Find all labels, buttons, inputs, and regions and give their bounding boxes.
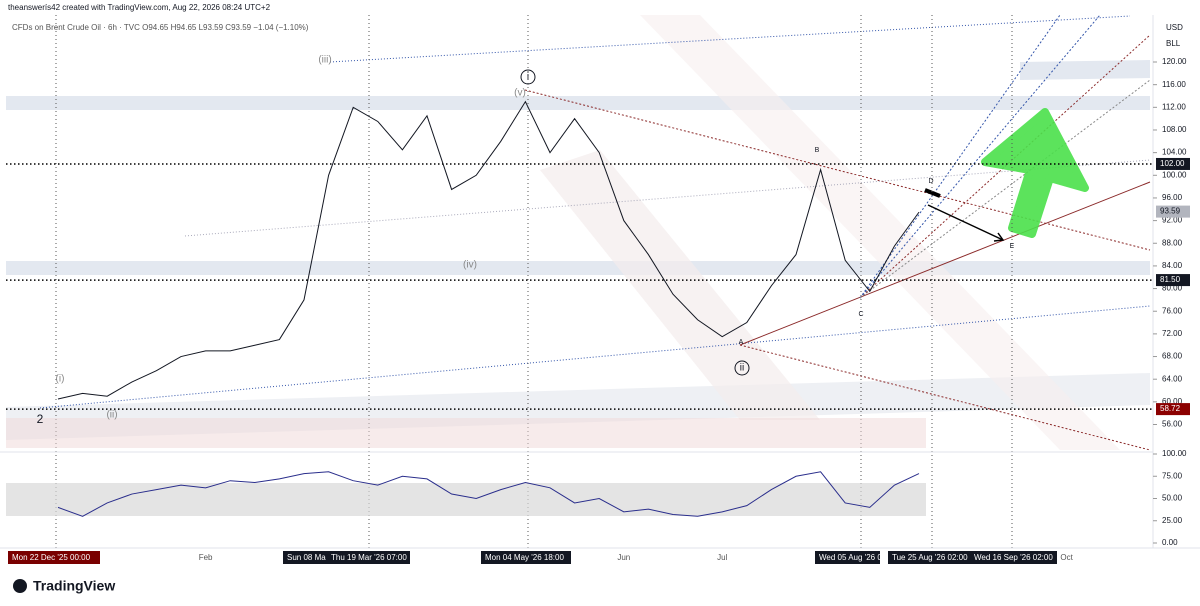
- y-tick-label: 120.00: [1162, 57, 1187, 66]
- price-marker: [1156, 205, 1190, 218]
- arrow-head: [993, 232, 1005, 242]
- brand: TradingView: [33, 578, 115, 594]
- fan: [859, 79, 1151, 299]
- y-tick-label: 88.00: [1162, 238, 1183, 247]
- y-tick-label: 80.00: [1162, 284, 1183, 293]
- currency: USD: [1166, 23, 1183, 32]
- y-tick-label: 75.00: [1162, 471, 1183, 480]
- wave-label: ii: [740, 363, 744, 374]
- time-label-box: [283, 551, 327, 564]
- y-tick-label: 92.00: [1162, 216, 1183, 225]
- y-tick-label: 112.00: [1162, 102, 1186, 111]
- trendline: [184, 159, 1151, 237]
- y-tick-label: 100.00: [1162, 449, 1187, 458]
- segment: [924, 188, 941, 198]
- time-label-box: [888, 551, 970, 564]
- arrow: [927, 204, 1004, 241]
- time-label: Wed 16 Sep '26 02:00: [974, 553, 1053, 562]
- price-marker: [1156, 403, 1190, 416]
- y-tick-label: 68.00: [1162, 352, 1183, 361]
- unit: BLL: [1166, 39, 1181, 48]
- y-tick-label: 96.00: [1162, 193, 1183, 202]
- x-tick-label: Oct: [1060, 553, 1073, 562]
- trendline: [739, 181, 1151, 346]
- price-marker-label: 81.50: [1160, 275, 1181, 284]
- time-label-box: [8, 551, 100, 564]
- price-marker: [1156, 274, 1190, 287]
- time-label: Tue 25 Aug '26 02:00: [892, 553, 968, 562]
- zone: [1020, 60, 1150, 80]
- zone: [6, 261, 1150, 275]
- time-label: Mon 04 May '26 18:00: [485, 553, 564, 562]
- y-tick-label: 100.00: [1162, 170, 1187, 179]
- price-marker: [1156, 157, 1190, 170]
- rsi-band: [6, 483, 926, 516]
- volume-band: [6, 418, 926, 448]
- trendline: [859, 34, 1151, 299]
- time-label: Thu 19 Mar '26 07:00: [331, 553, 407, 562]
- fan: [859, 14, 1061, 299]
- fan: [859, 14, 1101, 299]
- legend: CFDs on Brent Crude Oil · 6h · TVC O94.6…: [12, 23, 309, 32]
- wave-label: (iv): [463, 260, 477, 271]
- channel: [640, 15, 1120, 450]
- wave-label: A: [739, 339, 744, 346]
- green-arrow: [981, 108, 1089, 238]
- y-tick-label: 0.00: [1162, 538, 1178, 547]
- wave-label: (i): [56, 374, 65, 385]
- wave-label: (v): [514, 88, 526, 99]
- y-tick-label: 64.00: [1162, 374, 1183, 383]
- y-tick-label: 25.00: [1162, 516, 1183, 525]
- wave-label: D: [928, 178, 933, 185]
- time-label-box: [970, 551, 1057, 564]
- y-tick-label: 60.00: [1162, 397, 1183, 406]
- price-marker-label: 102.00: [1160, 159, 1185, 168]
- price-line: [57, 471, 920, 517]
- brand-logo: [13, 579, 27, 593]
- wave-label: C: [858, 311, 863, 318]
- channel: [540, 150, 820, 420]
- wave-label: E: [1010, 243, 1015, 250]
- y-tick-label: 72.00: [1162, 329, 1183, 338]
- wave-label: B: [815, 147, 820, 154]
- y-tick-label: 116.00: [1162, 80, 1186, 89]
- x-tick-label: Feb: [199, 553, 213, 562]
- wave-label: 2: [37, 412, 44, 426]
- y-tick-label: 104.00: [1162, 148, 1187, 157]
- header: theanswerís42 created with TradingView.c…: [8, 3, 271, 12]
- price-marker-label: 93.59: [1160, 207, 1181, 216]
- y-tick-label: 50.00: [1162, 494, 1183, 503]
- y-tick-label: 76.00: [1162, 306, 1183, 315]
- time-label-box: [481, 551, 571, 564]
- zone: [6, 96, 1150, 110]
- time-label: Sun 08 Ma: [287, 553, 326, 562]
- time-label-box: [327, 551, 410, 564]
- wave-label: (iii): [318, 55, 331, 66]
- time-label: Wed 05 Aug '26 0: [819, 553, 882, 562]
- price-marker-label: 58.72: [1160, 404, 1181, 413]
- x-tick-label: Jun: [617, 553, 630, 562]
- time-label: Mon 22 Dec '25 00:00: [12, 553, 91, 562]
- y-tick-label: 56.00: [1162, 420, 1183, 429]
- wave-label: (ii): [106, 410, 117, 421]
- wave-circle: [520, 69, 536, 85]
- time-label-box: [815, 551, 880, 564]
- x-tick-label: Jul: [717, 553, 727, 562]
- y-tick-label: 108.00: [1162, 125, 1187, 134]
- drawings: [6, 14, 1151, 548]
- trendline: [739, 344, 1151, 451]
- wave-label: i: [527, 72, 529, 83]
- wave-circle: [734, 360, 750, 376]
- y-tick-label: 84.00: [1162, 261, 1183, 270]
